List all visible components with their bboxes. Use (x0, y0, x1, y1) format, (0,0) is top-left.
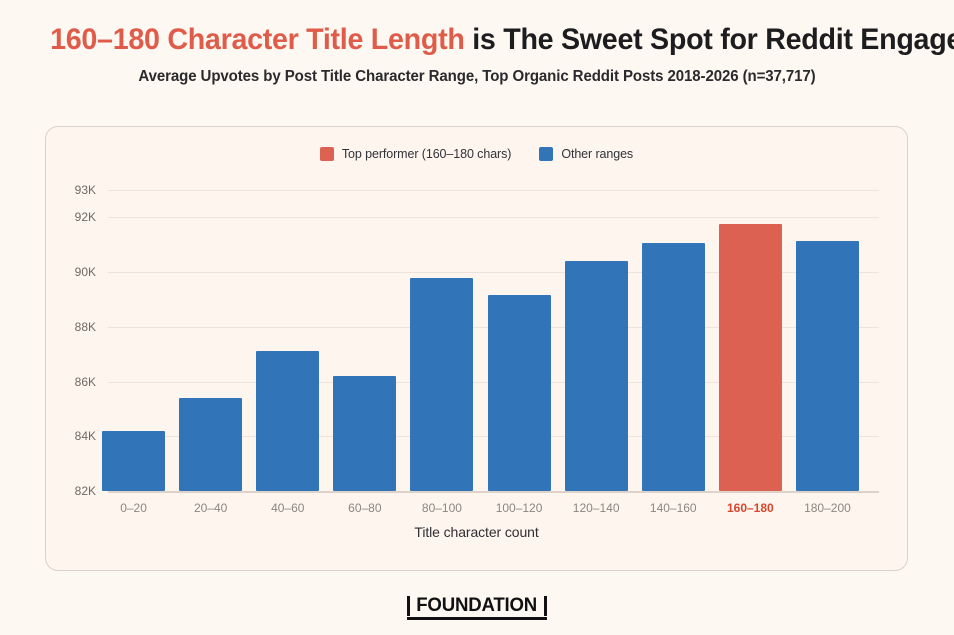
y-axis-tick-label: 88K (74, 319, 96, 334)
x-axis-tick-label: 60–80 (348, 501, 382, 515)
bar[interactable] (256, 351, 320, 491)
x-axis-labels: 0–20 20–40 40–60 60–80 80–100 100–120 120–140 1… (108, 491, 879, 521)
x-axis-title: Title character count (414, 524, 539, 540)
page-title-rest: is The Sweet Spot for Reddit Engagement (472, 23, 954, 56)
chart-legend: Top performer (160–180 chars) Other range… (46, 147, 907, 161)
legend-item[interactable]: Top performer (160–180 chars) (319, 147, 512, 161)
bar[interactable] (641, 243, 705, 491)
bar[interactable] (487, 295, 551, 491)
bar[interactable] (410, 277, 474, 491)
logo-text: FOUNDATION (416, 595, 538, 616)
x-axis-tick-label: 20–40 (193, 501, 228, 515)
legend-item-label: Other ranges (561, 147, 634, 161)
y-axis-tick-label: 93K (74, 183, 96, 197)
page-subtitle: Average Upvotes by Post Title Character … (138, 68, 816, 86)
foundation-logo: FOUNDATION (407, 595, 547, 620)
y-axis-tick-label: 90K (74, 265, 96, 280)
bar[interactable] (179, 397, 243, 491)
logo-right-bar-icon (543, 596, 547, 616)
bar[interactable] (564, 261, 628, 491)
bar-series (102, 190, 879, 491)
logo-left-bar-icon (407, 596, 411, 616)
page-title-accent: 160–180 Character Title Length (50, 23, 465, 56)
y-axis-tick-label: 92K (74, 210, 96, 225)
legend-item-label: Top performer (160–180 chars) (341, 147, 512, 161)
x-axis-tick-label: 120–140 (572, 501, 620, 515)
legend-swatch-icon (539, 147, 554, 161)
x-axis-tick-label: 0–20 (120, 501, 147, 515)
x-axis-tick-label: 80–100 (421, 501, 462, 515)
x-axis-tick-label: 40–60 (271, 501, 305, 515)
y-axis-tick-label: 82K (74, 484, 96, 498)
chart-card: Top performer (160–180 chars) Other range… (45, 126, 908, 571)
chart-header: 160–180 Character Title Length is The Sw… (0, 0, 954, 86)
plot-area: 82K 84K 86K 88K 90K 92K 93K 0–20 20–40 40–60 60–8… (75, 183, 879, 515)
bar[interactable] (102, 430, 166, 491)
footer: FOUNDATION (0, 596, 954, 620)
bar[interactable] (333, 376, 397, 491)
legend-swatch-icon (319, 147, 334, 161)
x-axis-tick-label: 140–160 (649, 501, 697, 515)
x-axis-tick-label: 100–120 (495, 501, 543, 515)
x-axis-tick-label: 180–200 (804, 501, 851, 515)
bar[interactable] (795, 240, 859, 491)
y-axis-tick-label: 84K (74, 429, 96, 444)
bar-highlight[interactable] (718, 224, 782, 491)
page-title: 160–180 Character Title Length is The Sw… (50, 22, 954, 57)
y-axis-tick-label: 86K (74, 374, 96, 389)
x-axis-tick-label: 160–180 (726, 501, 774, 515)
legend-item[interactable]: Other ranges (539, 147, 633, 161)
